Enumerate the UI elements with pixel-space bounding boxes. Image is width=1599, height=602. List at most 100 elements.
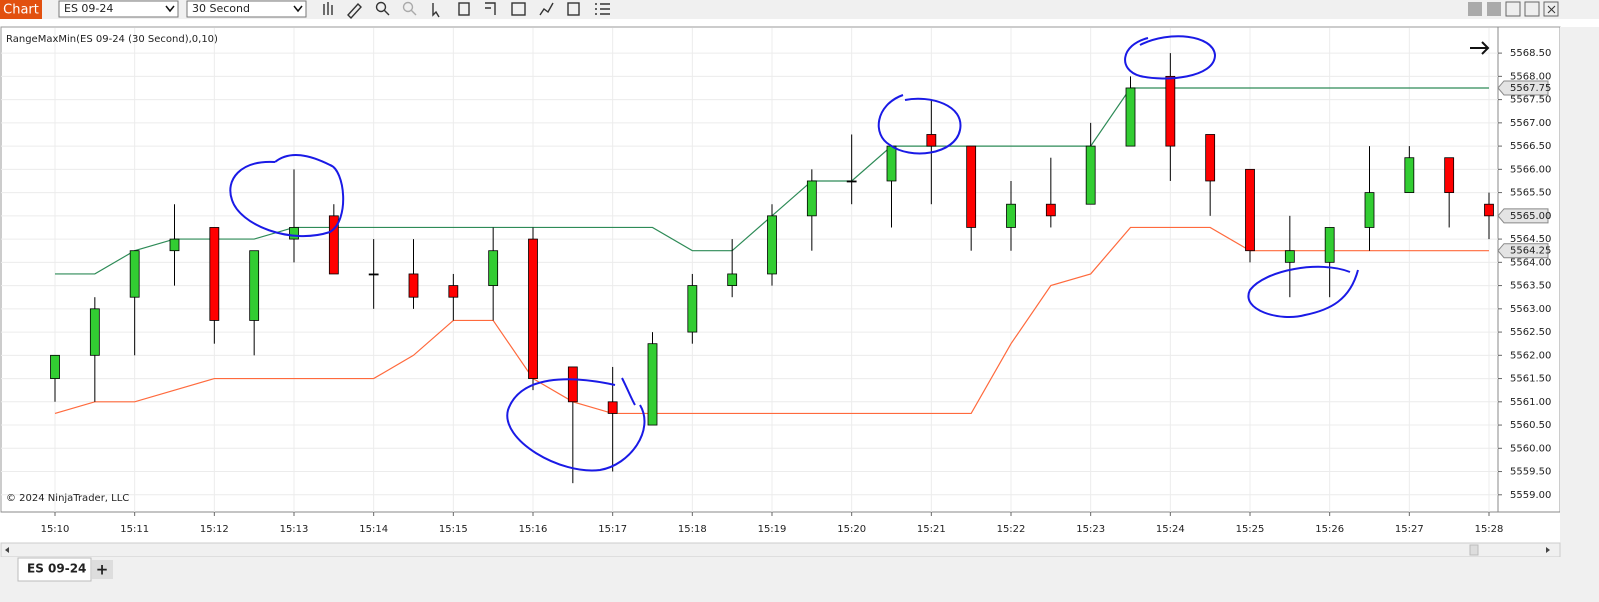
tab-bar (0, 557, 1599, 602)
instrument-select[interactable] (58, 0, 179, 18)
toolbar-icons (323, 1, 610, 20)
candle-body (926, 134, 937, 147)
chart-label: Chart (3, 3, 39, 18)
x-tick-label: 15:22 (997, 524, 1026, 535)
candle-body (129, 250, 140, 298)
pointer-icon[interactable] (432, 3, 440, 18)
interval-select[interactable] (186, 0, 307, 18)
data-box-icon[interactable] (458, 2, 470, 16)
bars-icon[interactable] (323, 2, 333, 15)
indicator-label: RangeMaxMin(ES 09-24 (30 Second),0,10) (6, 34, 218, 45)
candle-body (408, 273, 419, 298)
candle-body (1165, 75, 1176, 147)
x-tick-label: 15:14 (359, 524, 388, 535)
button[interactable] (1468, 2, 1482, 16)
minimize-button[interactable] (1505, 1, 1521, 17)
scroll-thumb[interactable] (1469, 544, 1479, 556)
candle-body (727, 273, 738, 286)
properties-icon[interactable] (485, 2, 496, 15)
y-tick-label: 5562.00 (1510, 350, 1551, 361)
x-tick-label: 15:13 (280, 524, 309, 535)
candle-body (169, 238, 180, 252)
y-tick-label: 5567.00 (1510, 118, 1551, 129)
candle-body (1324, 227, 1335, 263)
copyright: © 2024 NinjaTrader, LLC (6, 493, 129, 504)
maximize-button[interactable] (1524, 1, 1540, 17)
y-tick-label: 5561.50 (1510, 374, 1551, 385)
y-tick-label: 5559.50 (1510, 467, 1551, 478)
x-tick-label: 15:23 (1076, 524, 1105, 535)
add-tab-button[interactable] (92, 560, 113, 579)
tab[interactable] (17, 557, 92, 582)
menu-icon[interactable] (595, 3, 610, 15)
window-buttons (1468, 1, 1559, 17)
candle-body (328, 215, 339, 275)
x-tick-label: 15:28 (1475, 524, 1504, 535)
circle (1247, 265, 1359, 319)
x-tick-label: 15:20 (837, 524, 866, 535)
candle-body (50, 354, 60, 379)
toolbar (0, 0, 1599, 19)
strategy-icon[interactable] (567, 2, 580, 16)
x-tick-label: 15:24 (1156, 524, 1185, 535)
indicator-icon[interactable] (539, 2, 554, 16)
hand-annotations (229, 35, 1359, 472)
button[interactable] (1487, 2, 1501, 16)
candle-body (89, 308, 100, 356)
y-tick-label: 5559.00 (1510, 490, 1551, 501)
draw-icon[interactable] (347, 2, 362, 20)
y-tick-label: 5568.00 (1510, 71, 1551, 82)
add-tab-text: + (96, 561, 109, 579)
candle-body (1284, 250, 1295, 263)
zoom-out-icon[interactable] (402, 1, 414, 13)
plot (50, 53, 1494, 484)
y-tick-label: 5565.50 (1510, 188, 1551, 199)
candle-body (289, 227, 299, 240)
chart-panel (0, 26, 1561, 513)
candle-body (607, 401, 618, 414)
x-tick-label: 15:16 (519, 524, 548, 535)
candle-body (1125, 87, 1136, 147)
y-tick-label: 5568.50 (1510, 48, 1551, 59)
price-marker-label: 5567.75 (1510, 83, 1551, 94)
scroll-arrow[interactable] (1470, 41, 1490, 55)
x-tick-label: 15:17 (598, 524, 627, 535)
candle-body (368, 273, 379, 276)
candle-body (1245, 168, 1255, 252)
candle-body (886, 145, 897, 182)
circle (877, 94, 962, 155)
candle-body (1484, 203, 1494, 217)
candle-body (647, 343, 658, 426)
y-tick-label: 5564.50 (1510, 234, 1551, 245)
candle-body (687, 285, 698, 333)
candle-body (1006, 203, 1016, 228)
chart-tab-label[interactable] (0, 0, 42, 19)
circle (229, 154, 345, 237)
y-tick-label: 5567.50 (1510, 95, 1551, 106)
y-tick-label: 5560.50 (1510, 420, 1551, 431)
x-tick-label: 15:26 (1315, 524, 1344, 535)
template-icon[interactable] (511, 2, 526, 16)
candle-body (1045, 203, 1056, 217)
candle-body (1444, 157, 1455, 193)
candle-body (567, 366, 578, 403)
x-tick-label: 15:25 (1236, 524, 1265, 535)
dropdown-arrow (165, 5, 175, 13)
x-tick-label: 15:19 (758, 524, 787, 535)
y-tick-label: 5560.00 (1510, 443, 1551, 454)
x-tick-label: 15:11 (120, 524, 149, 535)
y-tick-label: 5561.00 (1510, 397, 1551, 408)
price-marker-label: 5564.25 (1510, 246, 1551, 257)
x-tick-label: 15:15 (439, 524, 468, 535)
dropdown-arrow (293, 5, 303, 13)
candle-body (448, 285, 459, 298)
scrollbar[interactable] (0, 542, 1561, 558)
zoom-in-icon[interactable] (375, 1, 387, 13)
y-tick-label: 5563.00 (1510, 304, 1551, 315)
x-tick-label: 15:12 (200, 524, 229, 535)
x-tick-label: 15:18 (678, 524, 707, 535)
y-tick-label: 5566.50 (1510, 141, 1551, 152)
price-marker (1497, 243, 1549, 259)
price-marker (1497, 208, 1549, 224)
